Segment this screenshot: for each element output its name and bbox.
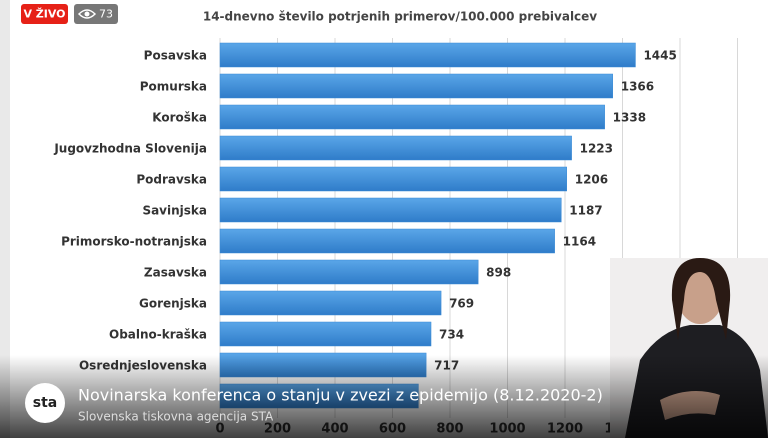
bar — [219, 197, 562, 223]
value-label: 1164 — [563, 235, 596, 249]
live-badge — [21, 4, 68, 24]
bottom-shade — [0, 355, 768, 438]
live-badge-text: V ŽIVO — [23, 8, 65, 21]
value-label: 734 — [439, 328, 464, 342]
value-label: 898 — [486, 266, 511, 280]
value-label: 769 — [449, 297, 474, 311]
value-label: 1223 — [580, 142, 613, 156]
bar — [219, 290, 442, 316]
channel-logo[interactable] — [25, 383, 65, 423]
chart-title: 14-dnevno število potrjenih primerov/100… — [203, 10, 597, 24]
overlay: V ŽIVO 73 sta Novinarska konferenca o st… — [0, 4, 768, 438]
channel-logo-text: sta — [33, 395, 57, 411]
bar — [219, 42, 636, 68]
bar — [219, 135, 572, 161]
value-label: 1187 — [569, 204, 602, 218]
value-label: 1338 — [613, 111, 646, 125]
value-label: 1206 — [575, 173, 608, 187]
y-tick-label: Jugovzhodna Slovenija — [53, 142, 207, 156]
eye-icon — [77, 9, 97, 19]
channel-name[interactable]: Slovenska tiskovna agencija STA — [78, 410, 274, 424]
bar — [219, 321, 432, 347]
video-title[interactable]: Novinarska konferenca o stanju v zvezi z… — [78, 386, 603, 405]
y-tick-label: Gorenjska — [139, 297, 207, 311]
bar — [219, 73, 613, 99]
bar — [219, 228, 555, 254]
bar — [219, 259, 479, 285]
y-tick-label: Pomurska — [140, 80, 207, 94]
bar — [219, 166, 567, 192]
y-tick-label: Savinjska — [142, 204, 207, 218]
bar — [219, 104, 605, 130]
y-tick-label: Zasavska — [144, 266, 207, 280]
y-tick-label: Obalno-kraška — [109, 328, 207, 342]
eye-pupil — [84, 11, 90, 17]
viewer-count: 73 — [99, 8, 113, 21]
y-tick-label: Posavska — [144, 49, 207, 63]
y-tick-label: Podravska — [136, 173, 207, 187]
y-tick-label: Koroška — [152, 111, 207, 125]
value-label: 1366 — [621, 80, 654, 94]
value-label: 1445 — [643, 49, 676, 63]
y-tick-label: Primorsko-notranjska — [61, 235, 207, 249]
